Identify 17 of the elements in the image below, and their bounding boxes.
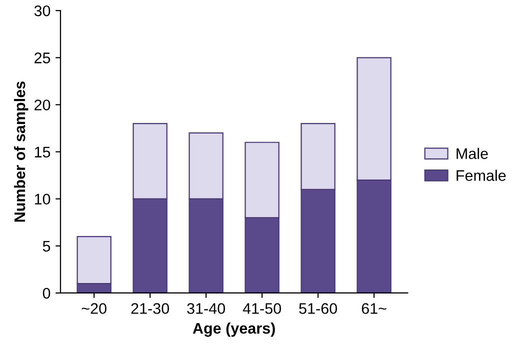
x-tick-label: 31-40 (187, 303, 226, 314)
x-axis-title: Age (years) (192, 322, 275, 337)
y-tick-label: 20 (34, 100, 50, 110)
legend-label: Male (456, 148, 488, 160)
x-tick-label: 51-60 (299, 303, 337, 314)
y-axis-title: Number of samples (14, 82, 28, 222)
x-tick-label: 61~ (362, 303, 386, 314)
y-tick-label: 5 (42, 240, 50, 252)
y-tick-label: 25 (34, 52, 50, 64)
y-tick-label: 0 (42, 288, 50, 299)
x-tick-label: 21-30 (131, 303, 170, 314)
y-tick-label: 15 (34, 146, 50, 158)
y-tick-label: 10 (34, 194, 50, 205)
legend-label: Female (456, 170, 506, 181)
y-tick-label: 30 (34, 5, 50, 16)
x-tick-label: ~20 (82, 303, 106, 314)
x-tick-label: 41-50 (242, 303, 282, 314)
